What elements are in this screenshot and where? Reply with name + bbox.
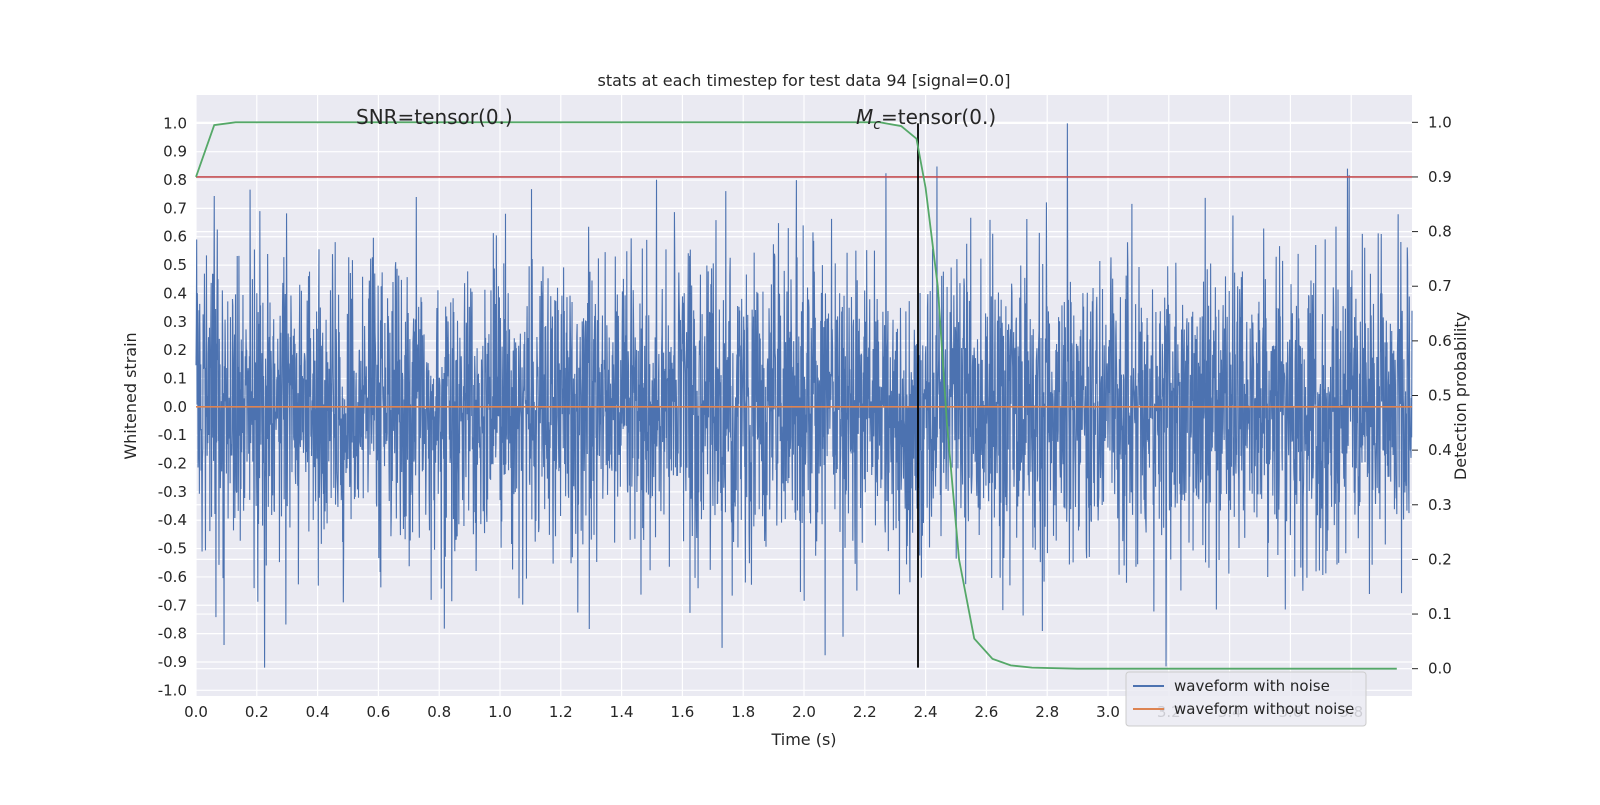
y-right-tick-label: 0.9 <box>1428 168 1452 186</box>
y-axis-left-label: Whitened strain <box>121 332 140 459</box>
y-left-tick-label: 0.3 <box>163 313 187 331</box>
y-left-tick-label: 1.0 <box>163 114 187 132</box>
tick-labels: 0.0 0.2 0.4 0.6 0.8 1.0 1.2 1.4 1.6 1.8 2.0 2.2 2.4 2… <box>158 113 1452 721</box>
y-right-tick-label: 0.5 <box>1428 387 1452 405</box>
series-lines <box>195 121 1412 670</box>
x-tick-label: 1.4 <box>610 703 634 721</box>
y-right-tick-label: 0.2 <box>1428 550 1452 568</box>
y-left-tick-label: 0.6 <box>163 228 187 246</box>
y-left-tick-label: -0.3 <box>158 483 187 501</box>
y-left-tick-label: -0.9 <box>158 653 187 671</box>
y-left-tick-label: -1.0 <box>158 681 187 699</box>
y-left-tick-label: 0.2 <box>163 341 187 359</box>
x-tick-label: 0.4 <box>306 703 330 721</box>
legend-box <box>1125 671 1367 727</box>
x-tick-label: 2.4 <box>914 703 938 721</box>
y-left-tick-label: 0.0 <box>163 398 187 416</box>
x-tick-label: 2.8 <box>1035 703 1059 721</box>
detection-probability-line <box>195 121 1397 670</box>
y-left-tick-label: -0.2 <box>158 455 187 473</box>
annotation-mc-symbol: M <box>856 105 873 129</box>
x-tick-label: 0.2 <box>245 703 269 721</box>
y-left-tick-label: 0.1 <box>163 369 187 387</box>
y-right-tick-label: 0.8 <box>1428 223 1452 241</box>
x-tick-label: 1.0 <box>488 703 512 721</box>
annotation-mc-subscript: c <box>873 117 881 133</box>
y-right-tick-label: 0.7 <box>1428 277 1452 295</box>
legend-label-clean: waveform without noise <box>1174 700 1354 718</box>
x-tick-label: 2.6 <box>974 703 998 721</box>
x-tick-label: 0.6 <box>366 703 390 721</box>
y-left-tick-label: 0.7 <box>163 199 187 217</box>
x-axis-label: Time (s) <box>770 730 836 749</box>
chart-title: stats at each timestep for test data 94 … <box>598 71 1011 90</box>
y-left-tick-label: -0.5 <box>158 540 187 558</box>
y-left-tick-label: -0.8 <box>158 625 187 643</box>
y-left-tick-label: -0.4 <box>158 511 187 529</box>
y-left-tick-label: 0.5 <box>163 256 187 274</box>
y-axis-right-label: Detection probability <box>1451 312 1470 480</box>
x-tick-label: 3.0 <box>1096 703 1120 721</box>
annotation-mc-value: =tensor(0.) <box>881 105 996 129</box>
y-left-tick-label: -0.6 <box>158 568 187 586</box>
x-tick-label: 1.2 <box>549 703 573 721</box>
legend: waveform with noise waveform without noi… <box>1125 671 1367 727</box>
y-right-tick-label: 0.4 <box>1428 441 1452 459</box>
y-right-tick-label: 0.3 <box>1428 496 1452 514</box>
y-right-tick-label: 1.0 <box>1428 113 1452 131</box>
y-left-tick-label: -0.1 <box>158 426 187 444</box>
y-right-tick-label: 0.0 <box>1428 660 1452 678</box>
x-tick-label: 1.6 <box>670 703 694 721</box>
legend-label-noise: waveform with noise <box>1174 677 1330 695</box>
y-left-tick-label: 0.4 <box>163 284 187 302</box>
series-waveform-with-noise <box>195 123 1413 668</box>
y-left-tick-label: 0.9 <box>163 143 187 161</box>
x-tick-label: 0.8 <box>427 703 451 721</box>
x-tick-label: 2.2 <box>853 703 877 721</box>
annotation-snr: SNR=tensor(0.) <box>356 105 513 129</box>
annotation-mc: Mc=tensor(0.) <box>856 105 996 133</box>
waveform-with-noise-line <box>195 123 1413 668</box>
x-tick-label: 1.8 <box>731 703 755 721</box>
y-right-tick-label: 0.1 <box>1428 605 1452 623</box>
x-tick-label: 2.0 <box>792 703 816 721</box>
y-right-tick-label: 0.6 <box>1428 332 1452 350</box>
x-tick-label: 0.0 <box>184 703 208 721</box>
y-left-tick-label: -0.7 <box>158 596 187 614</box>
y-left-tick-label: 0.8 <box>163 171 187 189</box>
